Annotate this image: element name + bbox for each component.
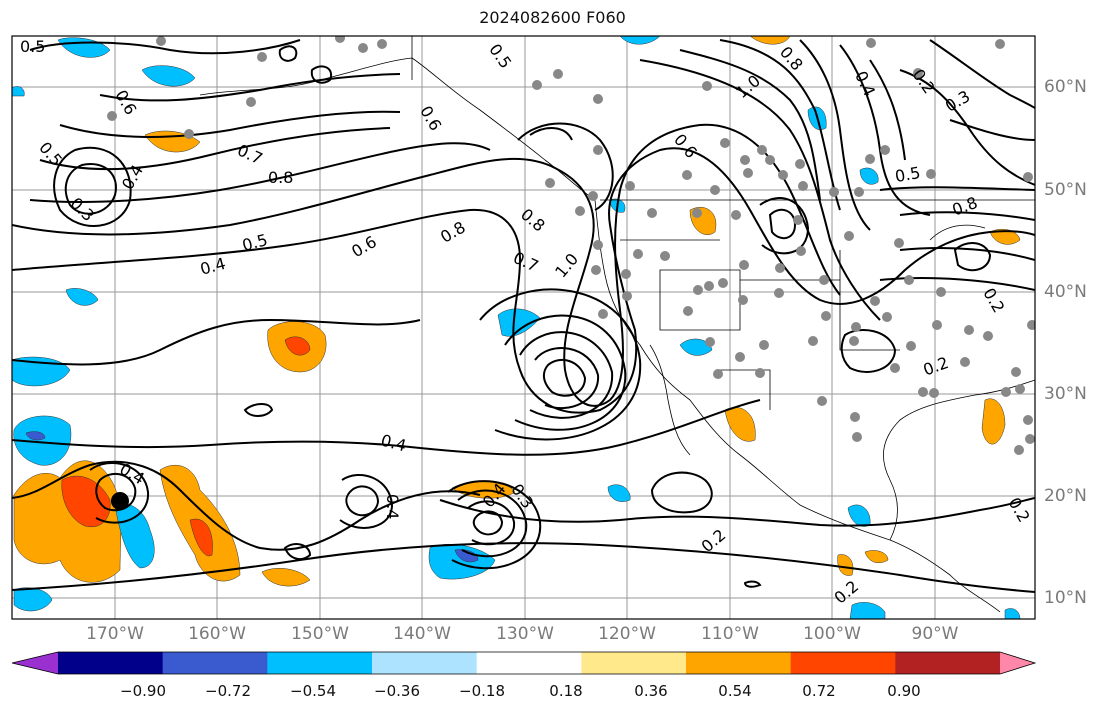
lon-label: 110°W [701, 624, 759, 644]
lon-label: 150°W [291, 624, 349, 644]
lat-label: 60°N [1044, 77, 1087, 97]
contour-label: 0.5 [20, 37, 45, 56]
coastlines [199, 36, 1035, 613]
map-frame [11, 35, 1036, 620]
colorbar-tick-label: 0.72 [802, 682, 836, 700]
station-dots [107, 36, 1035, 455]
lon-label: 130°W [496, 624, 554, 644]
contour-label: 0.5 [893, 163, 921, 186]
contour-label: 0.8 [268, 168, 293, 187]
colorbar-tick-label: 0.54 [718, 682, 752, 700]
colorbar-tick-label: −0.90 [120, 682, 166, 700]
lon-label: 170°W [86, 624, 144, 644]
contour-lines [12, 39, 1035, 593]
colorbar-tick-label: 0.36 [634, 682, 668, 700]
storm-center-marker [111, 492, 129, 510]
lat-label: 30°N [1044, 384, 1087, 404]
colorbar-tick-label: −0.36 [374, 682, 420, 700]
colorbar-tick-label: 0.90 [887, 682, 921, 700]
lon-label: 90°W [911, 624, 959, 644]
lon-label: 100°W [803, 624, 861, 644]
lon-label: 120°W [598, 624, 656, 644]
lat-label: 40°N [1044, 282, 1087, 302]
colorbar-tick-label: 0.18 [549, 682, 583, 700]
lon-label: 160°W [188, 624, 246, 644]
lat-label: 50°N [1044, 180, 1087, 200]
lon-label: 140°W [393, 624, 451, 644]
colorbar-tick-label: −0.72 [205, 682, 251, 700]
lat-label: 20°N [1044, 486, 1087, 506]
map-title: 2024082600 F060 [479, 8, 626, 27]
contour-label: 0.4 [383, 494, 402, 519]
lat-label: 10°N [1044, 588, 1087, 608]
colorbar-tick-label: −0.54 [290, 682, 336, 700]
colorbar-tick-label: −0.18 [459, 682, 505, 700]
